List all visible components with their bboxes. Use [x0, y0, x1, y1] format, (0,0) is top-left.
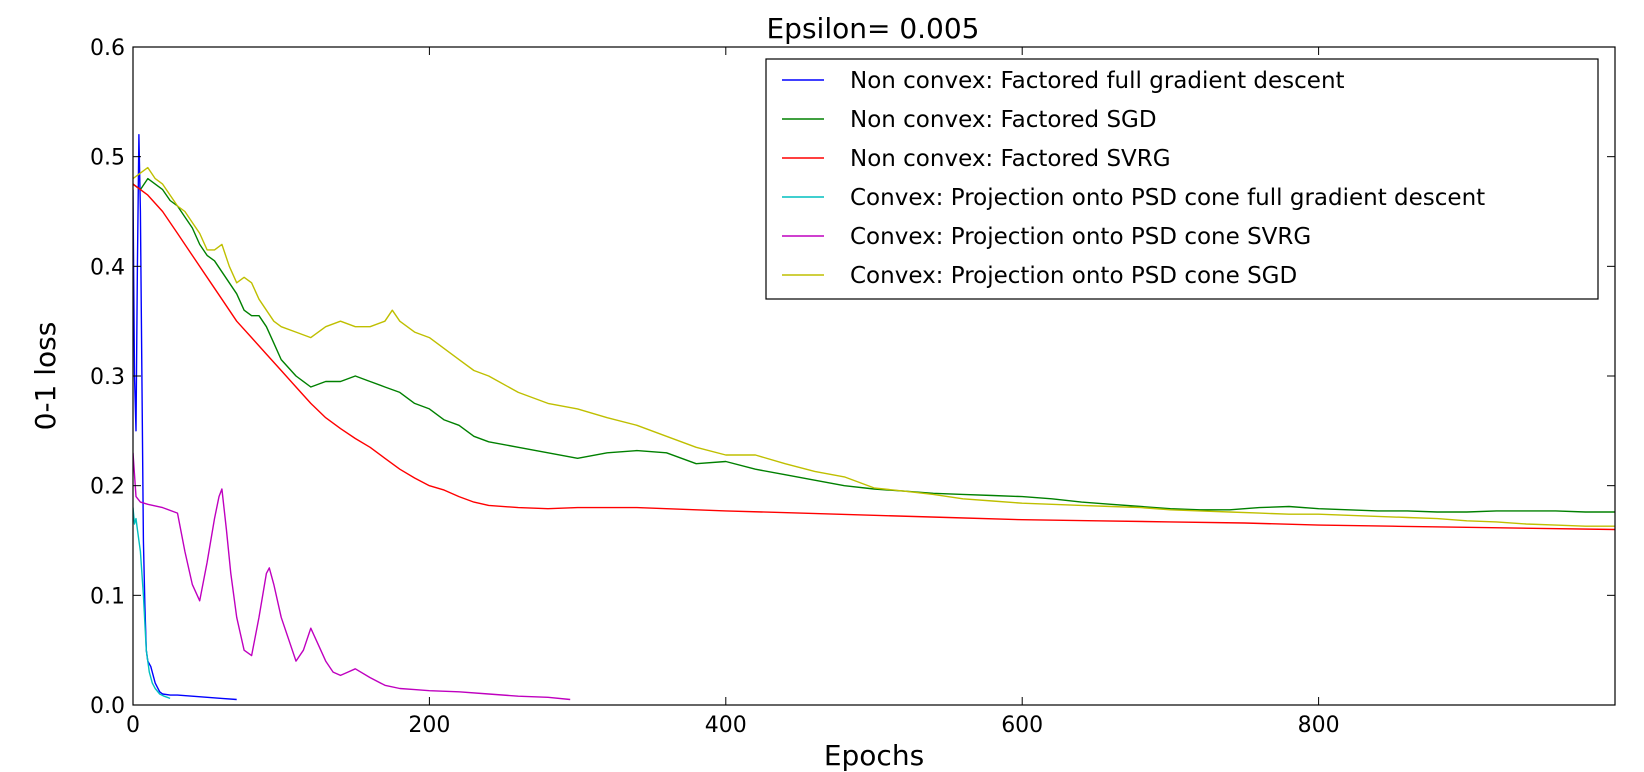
legend-box — [765, 58, 1599, 300]
x-axis: 0 200 400 600 800 — [126, 47, 1340, 738]
legend-label-1: Non convex: Factored full gradient desce… — [850, 68, 1345, 94]
y-tick-label: 0.3 — [90, 365, 125, 390]
series-line-5 — [133, 452, 571, 701]
y-tick-label: 0.4 — [90, 255, 125, 280]
x-axis-title: Epochs — [824, 739, 924, 772]
x-tick-label: 800 — [1298, 713, 1340, 738]
y-axis: 0.0 0.1 0.2 0.3 0.4 0.5 0.6 — [90, 36, 1615, 719]
y-axis-title: 0-1 loss — [29, 322, 62, 431]
legend-label-2: Non convex: Factored SGD — [850, 107, 1157, 133]
x-tick-label: 200 — [408, 713, 450, 738]
x-tick-label: 400 — [705, 713, 747, 738]
legend-label-4: Convex: Projection onto PSD cone full gr… — [850, 185, 1485, 211]
y-tick-label: 0.1 — [90, 584, 125, 609]
y-tick-label: 0.6 — [90, 36, 125, 61]
series-line-3 — [133, 183, 1615, 531]
y-tick-label: 0.0 — [90, 694, 125, 719]
chart-title: Epsilon= 0.005 — [766, 12, 979, 45]
legend: Non convex: Factored full gradient desce… — [765, 58, 1599, 300]
x-tick-label: 600 — [1001, 713, 1043, 738]
series-layer — [133, 134, 1615, 701]
series-line-6 — [133, 166, 1615, 527]
x-tick-label: 0 — [126, 713, 140, 738]
legend-label-5: Convex: Projection onto PSD cone SVRG — [850, 224, 1311, 250]
legend-label-3: Non convex: Factored SVRG — [850, 146, 1171, 172]
y-tick-label: 0.2 — [90, 475, 125, 500]
legend-label-6: Convex: Projection onto PSD cone SGD — [850, 263, 1297, 289]
plot-area — [133, 134, 1615, 701]
series-line-4 — [133, 507, 171, 700]
series-line-2 — [133, 177, 1615, 513]
y-tick-label: 0.5 — [90, 146, 125, 171]
